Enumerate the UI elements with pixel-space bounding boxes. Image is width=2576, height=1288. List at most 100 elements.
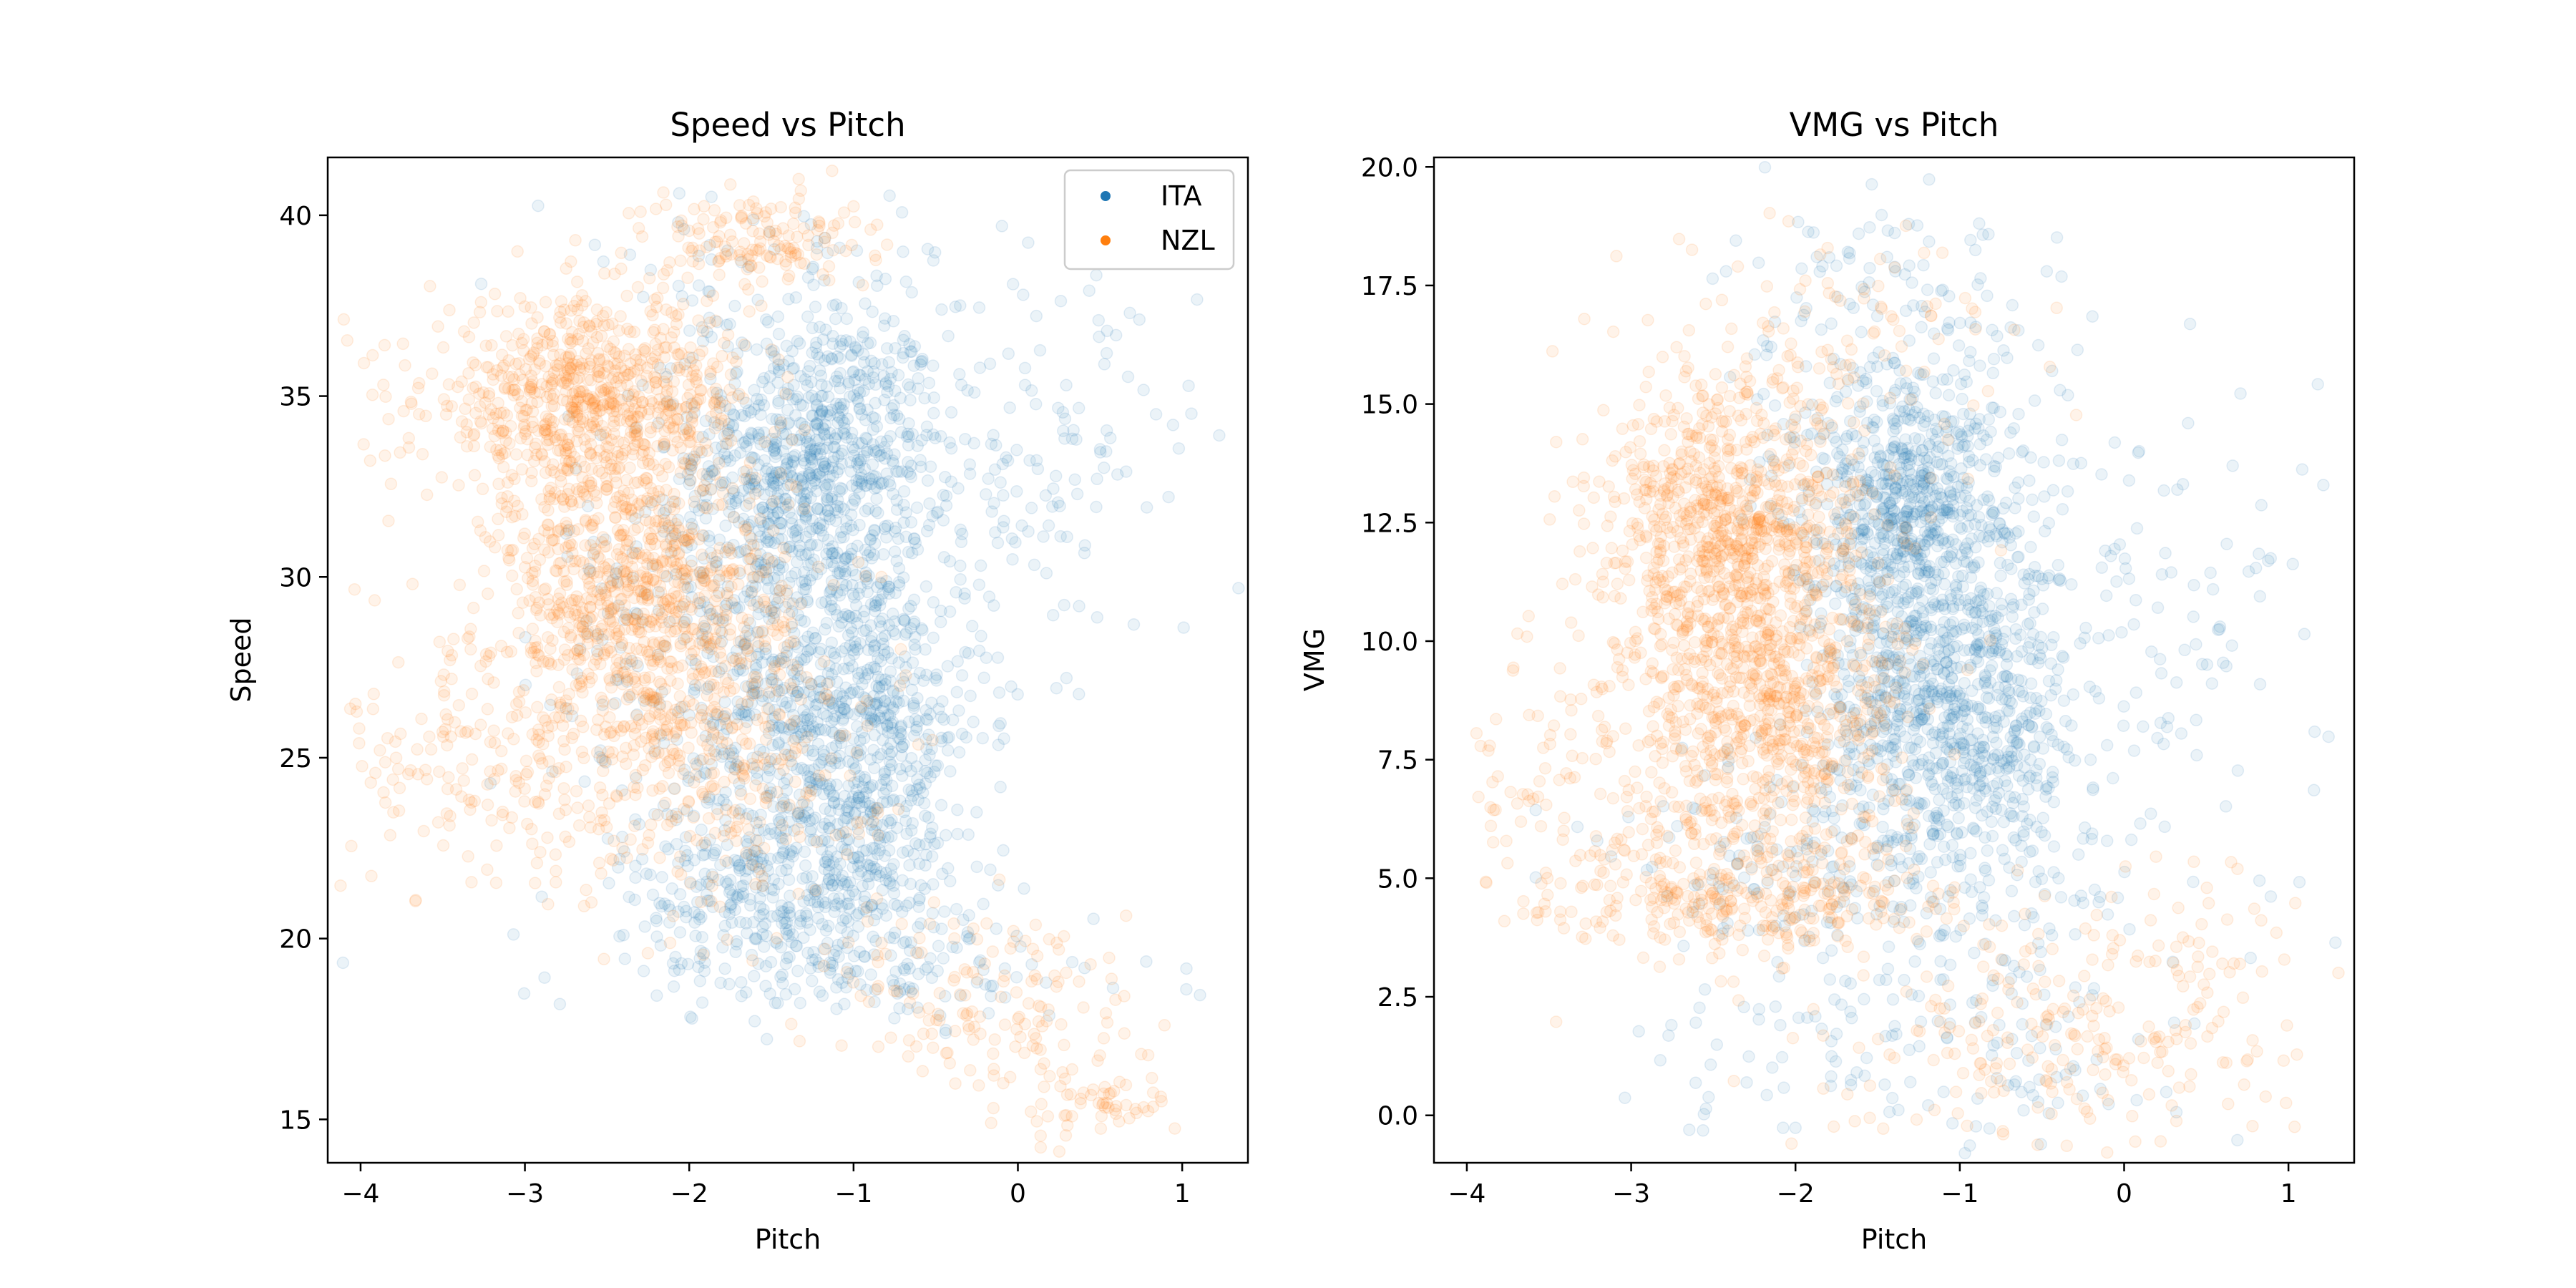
data-point	[1101, 1016, 1114, 1029]
data-point	[1177, 621, 1190, 634]
data-point	[811, 348, 824, 361]
data-point	[1072, 401, 1085, 415]
data-point	[793, 1035, 806, 1048]
data-point	[880, 774, 893, 787]
data-point	[462, 793, 476, 806]
data-point	[394, 446, 406, 459]
data-point	[532, 199, 545, 213]
data-point	[613, 930, 626, 943]
data-point	[755, 394, 768, 406]
data-point	[634, 205, 647, 218]
data-point	[874, 655, 887, 668]
data-point	[541, 630, 555, 644]
data-point	[597, 560, 610, 573]
data-point	[680, 572, 693, 585]
data-point	[801, 731, 814, 743]
data-point	[719, 437, 733, 450]
data-point	[528, 363, 541, 376]
data-point	[715, 412, 728, 425]
data-point	[505, 569, 519, 582]
data-point	[767, 524, 780, 537]
data-point	[620, 757, 633, 771]
data-point	[825, 352, 838, 365]
data-point	[904, 345, 917, 358]
data-point	[872, 829, 884, 842]
data-point	[426, 367, 439, 380]
data-point	[765, 752, 778, 766]
data-point	[704, 720, 717, 733]
data-point	[684, 1010, 697, 1023]
data-point	[970, 933, 984, 946]
data-point	[557, 376, 570, 389]
data-point	[823, 470, 836, 483]
data-point	[750, 343, 763, 356]
data-point	[759, 796, 773, 809]
data-point	[723, 623, 737, 636]
data-point	[462, 393, 476, 406]
data-point	[960, 731, 973, 744]
data-point	[859, 570, 873, 583]
data-point	[715, 651, 728, 664]
data-point	[742, 198, 756, 212]
data-point	[1121, 370, 1135, 384]
data-point	[836, 713, 849, 727]
data-point	[507, 928, 520, 941]
data-point	[903, 996, 917, 1010]
data-point	[977, 897, 990, 911]
data-point	[994, 717, 1008, 730]
data-point	[568, 594, 581, 607]
data-point	[804, 825, 817, 838]
data-point	[834, 352, 847, 365]
data-point	[481, 703, 494, 716]
data-point	[894, 643, 907, 656]
data-point	[494, 369, 508, 382]
data-point	[810, 336, 823, 350]
data-point	[821, 405, 834, 418]
data-point	[1073, 688, 1085, 701]
data-point	[854, 468, 868, 481]
data-point	[840, 514, 853, 527]
data-point	[857, 625, 871, 638]
data-point	[1103, 951, 1116, 965]
data-point	[700, 473, 713, 487]
data-point	[751, 758, 763, 772]
data-point	[799, 859, 812, 872]
data-point	[723, 318, 736, 331]
data-point	[861, 719, 874, 732]
data-point	[562, 441, 575, 455]
data-point	[643, 515, 656, 529]
data-point	[574, 714, 587, 728]
data-point	[899, 935, 912, 948]
data-point	[650, 383, 663, 396]
data-point	[437, 688, 451, 702]
data-point	[597, 255, 610, 268]
data-point	[806, 813, 819, 826]
data-point	[1090, 500, 1103, 514]
data-point	[955, 527, 969, 541]
data-point	[544, 642, 557, 655]
data-point	[940, 829, 952, 841]
data-point	[511, 245, 524, 258]
data-point	[706, 289, 720, 302]
data-point	[1018, 882, 1030, 895]
data-point	[904, 394, 917, 406]
data-point	[997, 844, 1010, 857]
data-point	[532, 596, 546, 610]
data-point	[800, 670, 813, 684]
data-point	[462, 366, 475, 380]
data-point	[827, 440, 841, 454]
data-point	[898, 330, 911, 343]
data-point	[777, 386, 791, 399]
data-point	[895, 917, 908, 931]
data-point	[826, 469, 839, 482]
data-point	[516, 596, 530, 609]
data-point	[1213, 429, 1226, 442]
data-point	[713, 457, 726, 470]
data-point	[675, 659, 689, 672]
data-point	[642, 592, 655, 605]
data-point	[759, 733, 773, 746]
data-point	[934, 615, 947, 628]
data-point	[435, 471, 449, 484]
data-point	[972, 301, 986, 314]
data-point	[774, 970, 787, 984]
